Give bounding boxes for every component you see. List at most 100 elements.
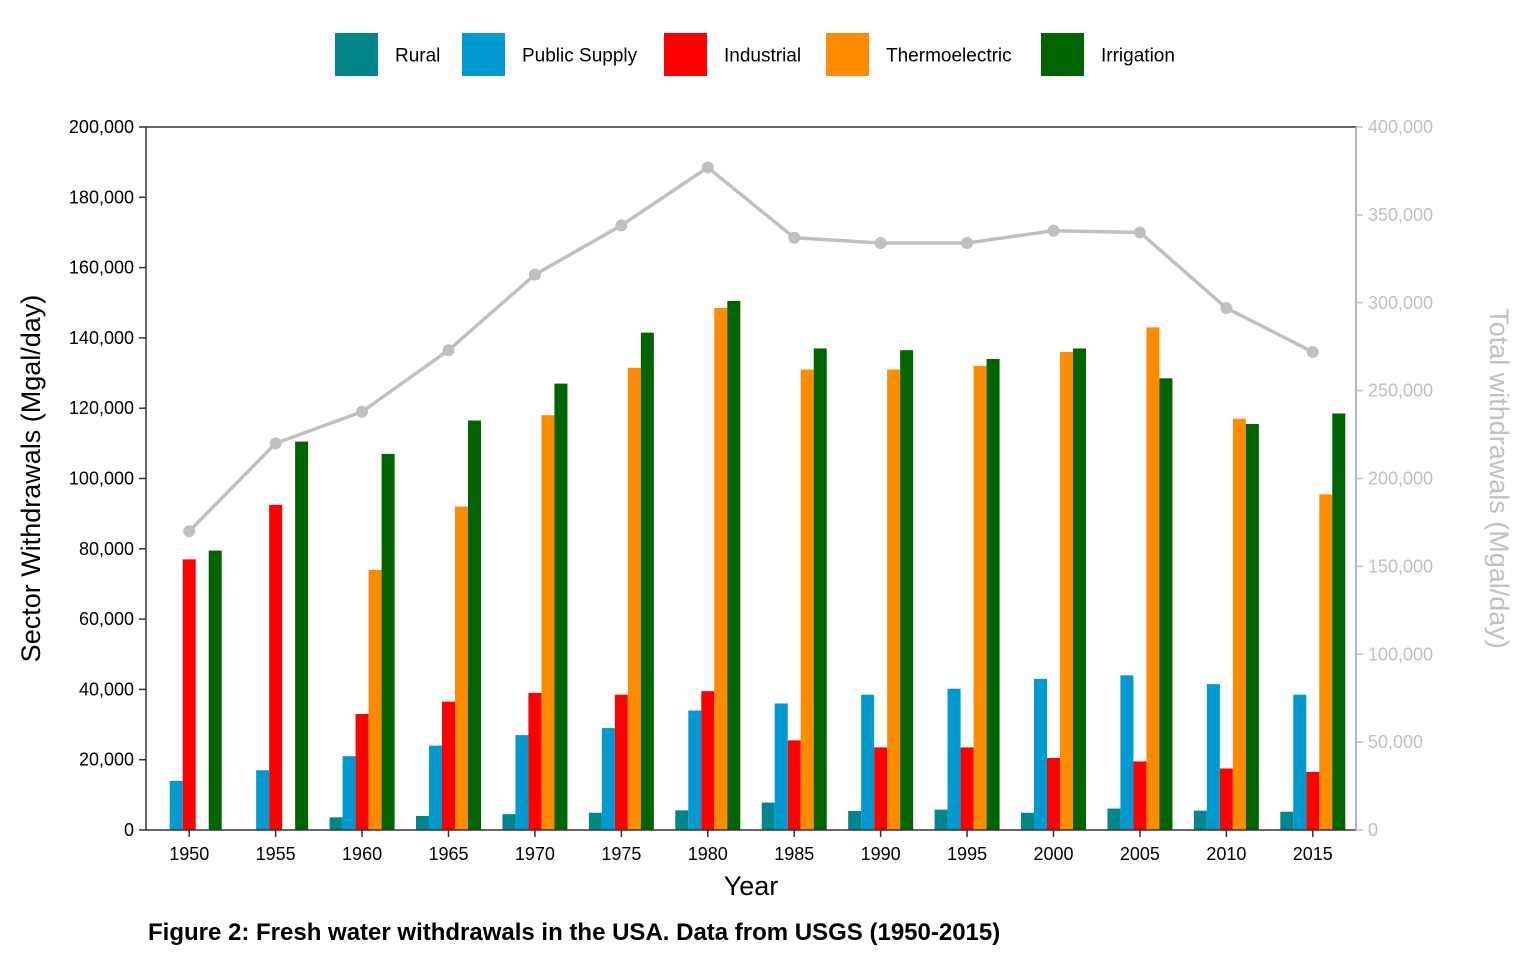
bar-public-supply-1995 (947, 688, 961, 830)
total-point-2000 (1047, 224, 1060, 237)
axes-layer: 0 20,000 40,000 60,000 80,000 100,000 120,000 1… (69, 117, 1433, 864)
total-point-2015 (1306, 345, 1319, 358)
y-tick-label: 20,000 (79, 750, 134, 770)
bar-rural-1990 (848, 811, 862, 830)
bar-industrial-1955 (269, 504, 283, 830)
bar-irrigation-1980 (727, 300, 741, 830)
bar-public-supply-1950 (169, 780, 183, 830)
legend-label-public-supply: Public Supply (522, 46, 638, 67)
bar-industrial-2000 (1047, 757, 1060, 830)
legend-label-industrial: Industrial (724, 46, 801, 67)
bar-thermoelectric-1985 (800, 369, 814, 830)
bar-public-supply-1985 (774, 703, 788, 830)
y2-tick-label: 350,000 (1368, 205, 1433, 225)
bar-thermoelectric-2005 (1146, 327, 1160, 830)
y-tick-label: 80,000 (79, 539, 134, 559)
bar-public-supply-1970 (515, 735, 529, 830)
total-point-1990 (874, 236, 887, 249)
total-point-1965 (442, 344, 455, 357)
bar-industrial-1960 (355, 714, 369, 830)
x-tick-label: 1975 (601, 844, 641, 864)
bar-rural-1980 (675, 810, 689, 830)
legend-label-irrigation: Irrigation (1101, 46, 1175, 67)
legend-swatch-rural (335, 33, 378, 76)
x-tick-label: 2015 (1293, 844, 1333, 864)
bar-public-supply-1975 (601, 728, 615, 830)
x-tick-label: 1950 (169, 844, 209, 864)
bar-irrigation-1990 (900, 350, 914, 830)
y-tick-label: 120,000 (69, 398, 134, 418)
x-tick-label: 1995 (947, 844, 987, 864)
bar-industrial-1950 (182, 559, 196, 830)
x-tick-label: 1985 (774, 844, 814, 864)
x-tick-label: 1990 (861, 844, 901, 864)
y-tick-label: 40,000 (79, 679, 134, 699)
bar-industrial-1980 (701, 691, 715, 830)
bar-thermoelectric-2010 (1232, 418, 1246, 830)
bar-public-supply-1980 (688, 710, 702, 830)
bar-irrigation-2005 (1159, 378, 1173, 830)
bar-industrial-1985 (787, 740, 801, 830)
bar-irrigation-1970 (554, 383, 568, 830)
bar-thermoelectric-1960 (368, 569, 382, 830)
legend-swatch-irrigation (1041, 33, 1084, 76)
bar-industrial-2015 (1306, 772, 1320, 830)
bar-thermoelectric-2000 (1060, 351, 1073, 830)
bar-public-supply-1955 (256, 770, 270, 830)
bar-industrial-2005 (1133, 761, 1147, 830)
y-tick-label: 140,000 (69, 328, 134, 348)
bar-public-supply-1990 (861, 694, 875, 830)
y-tick-label: 0 (124, 820, 134, 840)
legend-swatch-public-supply (462, 33, 505, 76)
bar-irrigation-1965 (468, 420, 481, 830)
bar-rural-1960 (329, 817, 343, 830)
bar-rural-1975 (588, 812, 602, 830)
legend: Rural Public Supply Industrial Thermoelectr… (335, 33, 1175, 76)
x-tick-label: 1970 (515, 844, 555, 864)
bar-irrigation-2010 (1245, 424, 1259, 830)
bar-rural-2010 (1193, 810, 1207, 830)
total-withdrawals-line (187, 165, 1314, 533)
bar-thermoelectric-1970 (541, 415, 555, 830)
y2-tick-label: 100,000 (1368, 644, 1433, 664)
x-axis-title: Year (724, 871, 779, 901)
total-point-1960 (356, 405, 369, 418)
total-point-2010 (1220, 302, 1233, 315)
bar-thermoelectric-2015 (1319, 494, 1333, 830)
bar-rural-2015 (1280, 811, 1294, 830)
bar-industrial-1965 (442, 701, 455, 830)
total-point-1970 (528, 268, 541, 281)
bar-irrigation-1985 (813, 348, 827, 830)
bar-thermoelectric-1980 (714, 308, 728, 831)
y2-tick-label: 150,000 (1368, 556, 1433, 576)
bar-rural-2000 (1021, 812, 1034, 830)
bar-industrial-1975 (614, 694, 628, 830)
bar-thermoelectric-1995 (973, 366, 987, 830)
x-tick-label: 1955 (256, 844, 296, 864)
legend-label-rural: Rural (395, 46, 440, 67)
bar-public-supply-2000 (1034, 678, 1047, 830)
y-tick-label: 60,000 (79, 609, 134, 629)
bar-irrigation-2015 (1332, 413, 1346, 830)
bars-layer (169, 300, 1346, 831)
y2-tick-label: 250,000 (1368, 381, 1433, 401)
legend-swatch-industrial (664, 33, 707, 76)
x-tick-label: 2000 (1033, 844, 1073, 864)
bar-irrigation-1950 (208, 550, 222, 830)
y2-tick-label: 50,000 (1368, 732, 1423, 752)
bar-rural-1995 (934, 809, 948, 830)
bar-irrigation-1975 (640, 332, 654, 830)
y-tick-label: 100,000 (69, 469, 134, 489)
bar-public-supply-1960 (342, 756, 356, 830)
bar-rural-2005 (1107, 808, 1121, 830)
y-axis-title: Sector Withdrawals (Mgal/day) (16, 295, 46, 663)
bar-industrial-1990 (874, 747, 888, 830)
bar-public-supply-2010 (1206, 684, 1220, 830)
x-tick-label: 2005 (1120, 844, 1160, 864)
bar-industrial-2010 (1219, 768, 1233, 830)
total-point-1995 (961, 236, 974, 249)
x-tick-label: 1965 (428, 844, 468, 864)
y2-tick-label: 300,000 (1368, 293, 1433, 313)
y-tick-label: 200,000 (69, 117, 134, 137)
